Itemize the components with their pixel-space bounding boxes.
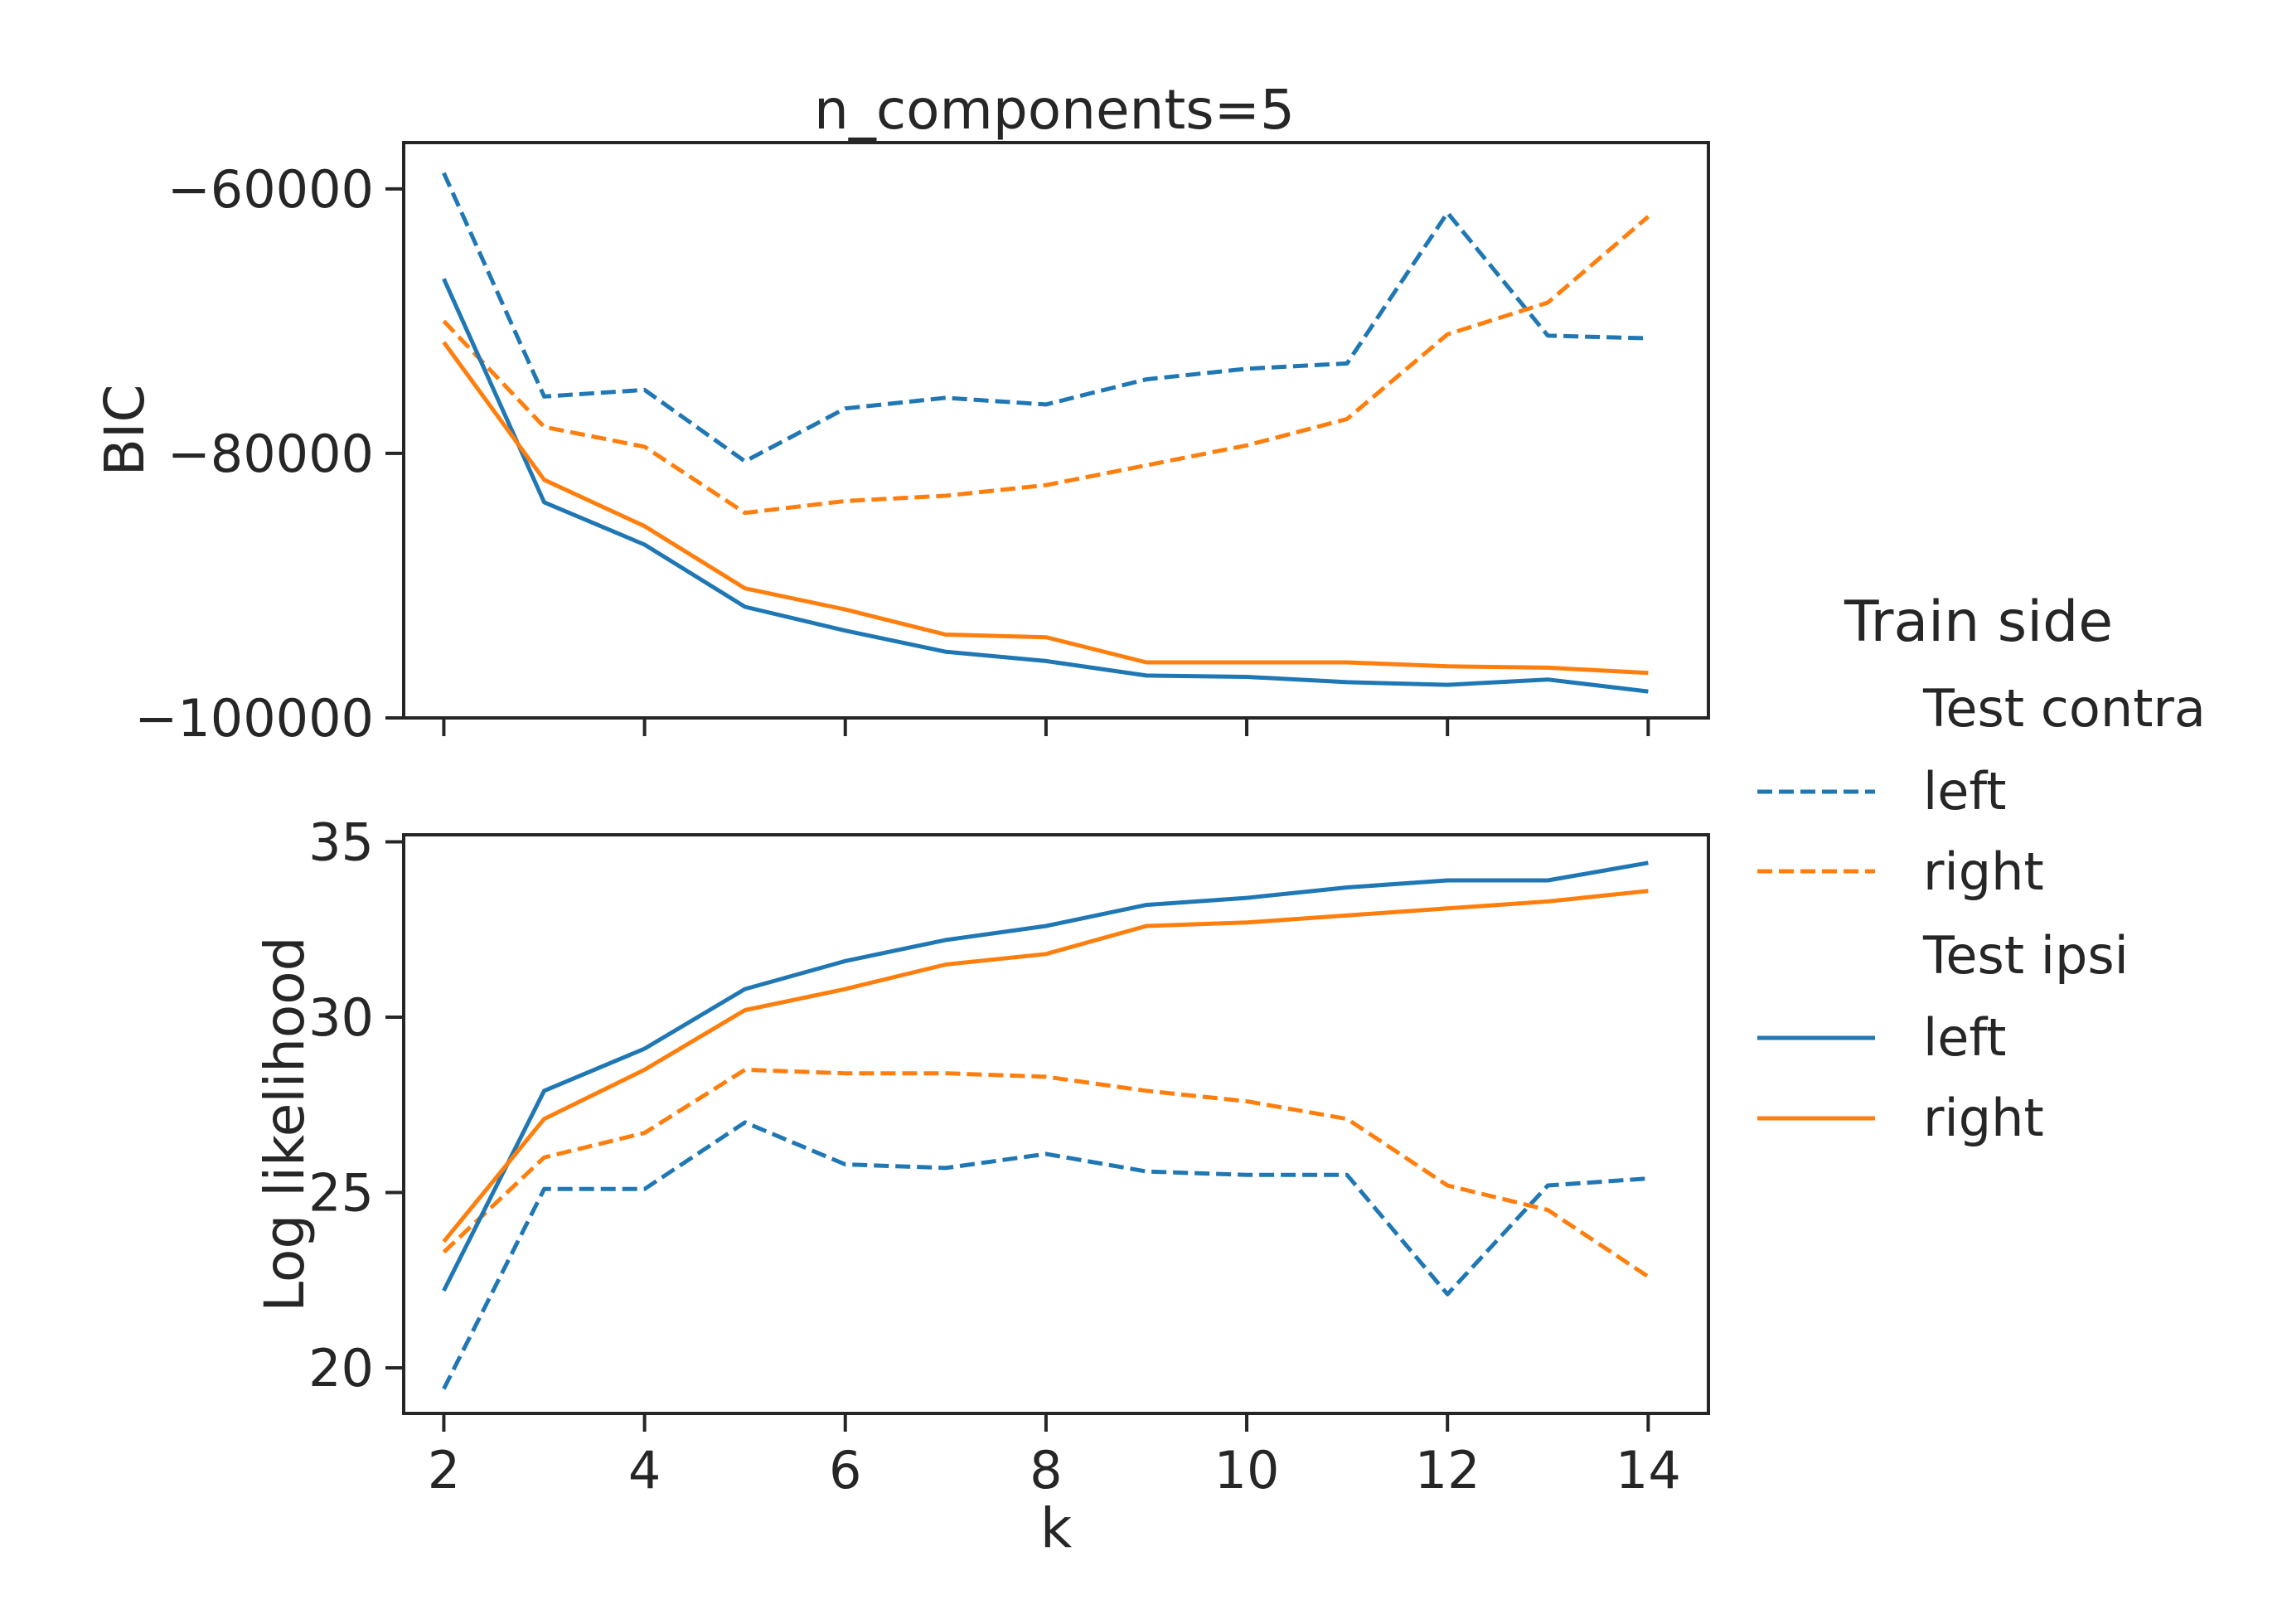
bic-line-contra-right	[442, 215, 1650, 516]
loglik-line-ipsi-right	[442, 889, 1649, 1243]
bic-axes-frame	[402, 141, 1710, 720]
bic-y-tick-label: −100000	[134, 688, 374, 749]
loglik-y-tick-label: 25	[308, 1162, 374, 1223]
loglik-line-contra-left	[442, 1120, 1649, 1390]
loglik-x-ticks: 2 4 6 8 10 12 14	[428, 1413, 1681, 1500]
x-tick-label: 10	[1214, 1440, 1280, 1500]
loglik-line-ipsi-left	[442, 860, 1649, 1292]
loglik-y-axis-label: Log likelihood	[253, 936, 317, 1311]
loglik-y-tick-label: 20	[308, 1338, 374, 1399]
loglik-line-contra-right	[442, 1067, 1650, 1279]
legend-entry-ipsi-left: left	[1923, 1007, 2006, 1068]
x-tick-label: 4	[628, 1440, 661, 1500]
legend-group-test-contra: Test contra	[1922, 678, 2206, 739]
loglik-y-ticks: 20 25 30 35	[308, 812, 404, 1399]
x-tick-label: 8	[1030, 1440, 1062, 1500]
bic-y-ticks: −60000 −80000 −100000	[134, 159, 404, 749]
legend-entry-contra-right: right	[1923, 841, 2044, 902]
bic-line-contra-left	[442, 172, 1649, 463]
bic-x-ticks	[442, 718, 1650, 736]
chart-title: n_components=5	[814, 78, 1295, 142]
loglik-panel: 20 25 30 35 2 4 6 8 10 12 14 Log likelihood	[253, 812, 1710, 1500]
loglik-y-tick-label: 30	[308, 987, 374, 1048]
x-axis-label: k	[1040, 1496, 1073, 1560]
bic-line-ipsi-left	[442, 278, 1649, 694]
legend: Train side Test contra left right Test i…	[1757, 589, 2206, 1148]
legend-entry-contra-left: left	[1923, 761, 2006, 822]
loglik-y-tick-label: 35	[308, 812, 374, 872]
legend-title: Train side	[1844, 589, 2113, 655]
bic-y-axis-label: BIC	[93, 385, 157, 477]
loglik-series-group	[442, 860, 1650, 1390]
x-tick-label: 12	[1415, 1440, 1480, 1500]
bic-y-tick-label: −60000	[167, 159, 374, 220]
x-tick-label: 2	[428, 1440, 460, 1500]
bic-panel: −60000 −80000 −100000 BIC	[93, 141, 1710, 749]
legend-group-test-ipsi: Test ipsi	[1922, 925, 2129, 986]
loglik-axes-frame	[402, 833, 1710, 1415]
bic-y-tick-label: −80000	[167, 424, 374, 484]
x-tick-label: 6	[829, 1440, 861, 1500]
x-tick-label: 14	[1616, 1440, 1681, 1500]
legend-entry-ipsi-right: right	[1923, 1088, 2044, 1148]
bic-series-group	[442, 172, 1650, 694]
bic-line-ipsi-right	[442, 341, 1649, 676]
